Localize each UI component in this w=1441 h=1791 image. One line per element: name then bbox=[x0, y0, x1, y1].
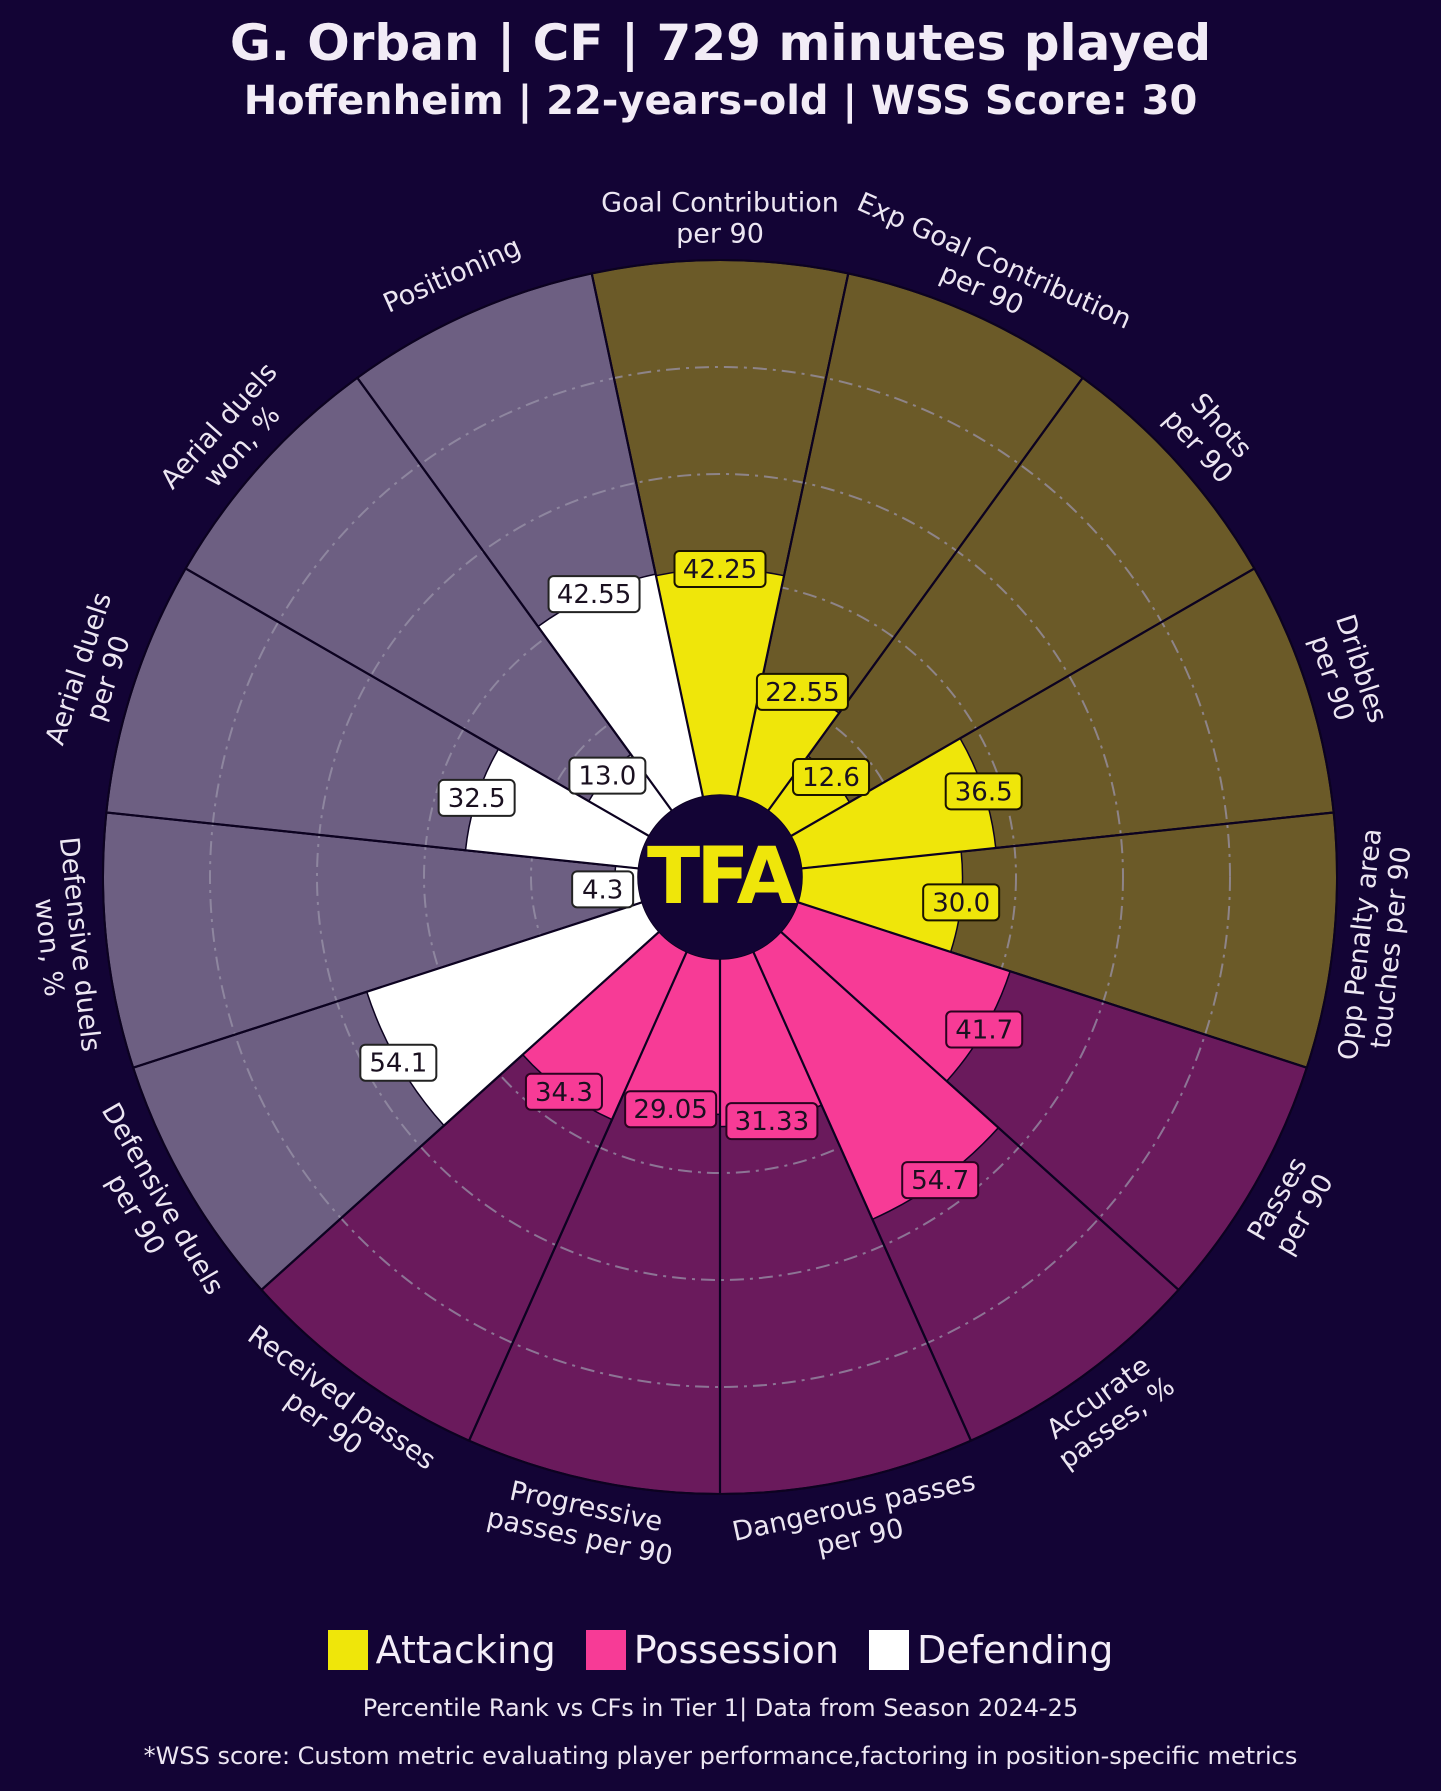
legend: Attacking Possession Defending bbox=[0, 1628, 1441, 1672]
legend-label: Attacking bbox=[375, 1628, 556, 1672]
value-label-positioning: 42.55 bbox=[547, 575, 641, 614]
value-wedges bbox=[365, 568, 1012, 1221]
category-label-defensive-duels-won: Defensive duelswon, % bbox=[22, 835, 106, 1056]
value-label-text: 36.5 bbox=[955, 777, 1013, 807]
center-logo: TFA bbox=[638, 795, 802, 959]
legend-item-possession: Possession bbox=[585, 1628, 839, 1672]
legend-swatch-possession bbox=[585, 1630, 626, 1670]
chart-subtitle: Hoffenheim | 22-years-old | WSS Score: 3… bbox=[243, 78, 1198, 124]
value-label-text: 30.0 bbox=[932, 888, 990, 918]
value-label-text: 54.7 bbox=[911, 1166, 969, 1196]
wedge-divider bbox=[468, 951, 688, 1442]
value-label-text: 54.1 bbox=[369, 1049, 427, 1079]
legend-swatch-defending bbox=[868, 1630, 909, 1670]
wedge-divider bbox=[260, 931, 660, 1291]
value-label-box bbox=[547, 575, 641, 614]
legend-label: Possession bbox=[633, 1628, 839, 1672]
value-label-goal-contribution-per-90: 42.25 bbox=[673, 549, 767, 588]
value-label-box bbox=[524, 1072, 603, 1111]
value-label-text: 42.55 bbox=[557, 580, 631, 610]
value-label-accurate-passes: 54.7 bbox=[901, 1161, 980, 1200]
value-label-box bbox=[944, 772, 1023, 811]
value-label-text: 32.5 bbox=[448, 784, 506, 814]
value-label-box bbox=[755, 672, 849, 711]
value-label-text: 4.3 bbox=[582, 875, 623, 905]
value-label-box bbox=[437, 778, 516, 817]
value-label-aerial-duels-per-90: 32.5 bbox=[437, 778, 516, 817]
value-label-opp-penalty-area-touches-per-90: 30.0 bbox=[922, 883, 1001, 922]
value-label-dribbles-per-90: 36.5 bbox=[944, 772, 1023, 811]
wedge-divider bbox=[106, 811, 639, 870]
wedge-divider bbox=[735, 273, 850, 798]
value-label-box bbox=[568, 756, 647, 795]
value-label-text: 41.7 bbox=[955, 1016, 1013, 1046]
value-label-progressive-passes-per-90: 29.05 bbox=[624, 1090, 718, 1129]
value-label-received-passes-per-90: 34.3 bbox=[524, 1072, 603, 1111]
value-label-box bbox=[571, 870, 635, 909]
value-label-defensive-duels-per-90: 54.1 bbox=[359, 1043, 438, 1082]
value-label-passes-per-90: 41.7 bbox=[945, 1010, 1024, 1049]
category-label-line: per 90 bbox=[676, 219, 764, 250]
value-label-defensive-duels-won: 4.3 bbox=[571, 870, 635, 909]
wedge-divider bbox=[797, 901, 1308, 1069]
wedge-divider bbox=[752, 951, 972, 1442]
value-label-text: 42.25 bbox=[683, 555, 757, 585]
grid-ring bbox=[209, 366, 1231, 1388]
wedge-divider bbox=[132, 901, 643, 1069]
value-label-dangerous-passes-per-90: 31.33 bbox=[725, 1102, 819, 1141]
value-label-box bbox=[359, 1043, 438, 1082]
value-label-text: 13.0 bbox=[578, 762, 636, 792]
value-label-box bbox=[725, 1102, 819, 1141]
wedge-divider bbox=[356, 377, 673, 812]
category-label-goal-contribution-per-90: Goal Contribution per 90 bbox=[601, 188, 839, 250]
category-label-line: Goal Contribution bbox=[601, 188, 839, 219]
wedge-divider bbox=[801, 811, 1334, 870]
wedge-divider bbox=[590, 273, 705, 798]
value-label-box bbox=[901, 1161, 980, 1200]
value-labels: 42.25 22.55 12.6 36.5 30.0 41.7 54.7 31.33 29.05… bbox=[359, 549, 1024, 1200]
grid-ring bbox=[316, 473, 1124, 1281]
value-label-text: 34.3 bbox=[535, 1078, 593, 1108]
value-label-box bbox=[945, 1010, 1024, 1049]
value-label-box bbox=[673, 549, 767, 588]
category-label-opp-penalty-area-touches-per-90: Opp Penalty areatouches per 90 bbox=[1333, 827, 1419, 1065]
outer-ring bbox=[102, 259, 1338, 1495]
value-label-box bbox=[624, 1090, 718, 1129]
value-label-text: 29.05 bbox=[633, 1095, 707, 1125]
value-label-box bbox=[792, 758, 871, 797]
value-label-text: 31.33 bbox=[735, 1107, 809, 1137]
logo-text: TFA bbox=[647, 832, 797, 922]
legend-item-defending: Defending bbox=[868, 1628, 1114, 1672]
value-label-exp-goal-contribution-per-90: 22.55 bbox=[755, 672, 849, 711]
footer-disclaimer: *WSS score: Custom metric evaluating pla… bbox=[143, 1742, 1298, 1770]
legend-item-attacking: Attacking bbox=[327, 1628, 556, 1672]
value-label-shots-per-90: 12.6 bbox=[792, 758, 871, 797]
footer-note: Percentile Rank vs CFs in Tier 1| Data f… bbox=[362, 1694, 1079, 1722]
value-label-aerial-duels-won: 13.0 bbox=[568, 756, 647, 795]
chart-title: G. Orban | CF | 729 minutes played bbox=[229, 14, 1212, 72]
value-label-box bbox=[922, 883, 1001, 922]
value-label-text: 12.6 bbox=[802, 763, 860, 793]
value-label-text: 22.55 bbox=[765, 678, 839, 708]
legend-swatch-attacking bbox=[327, 1630, 368, 1670]
wedge-divider bbox=[767, 377, 1084, 812]
legend-label: Defending bbox=[916, 1628, 1114, 1672]
wedge-divider bbox=[780, 931, 1180, 1291]
center-circle bbox=[638, 795, 802, 959]
